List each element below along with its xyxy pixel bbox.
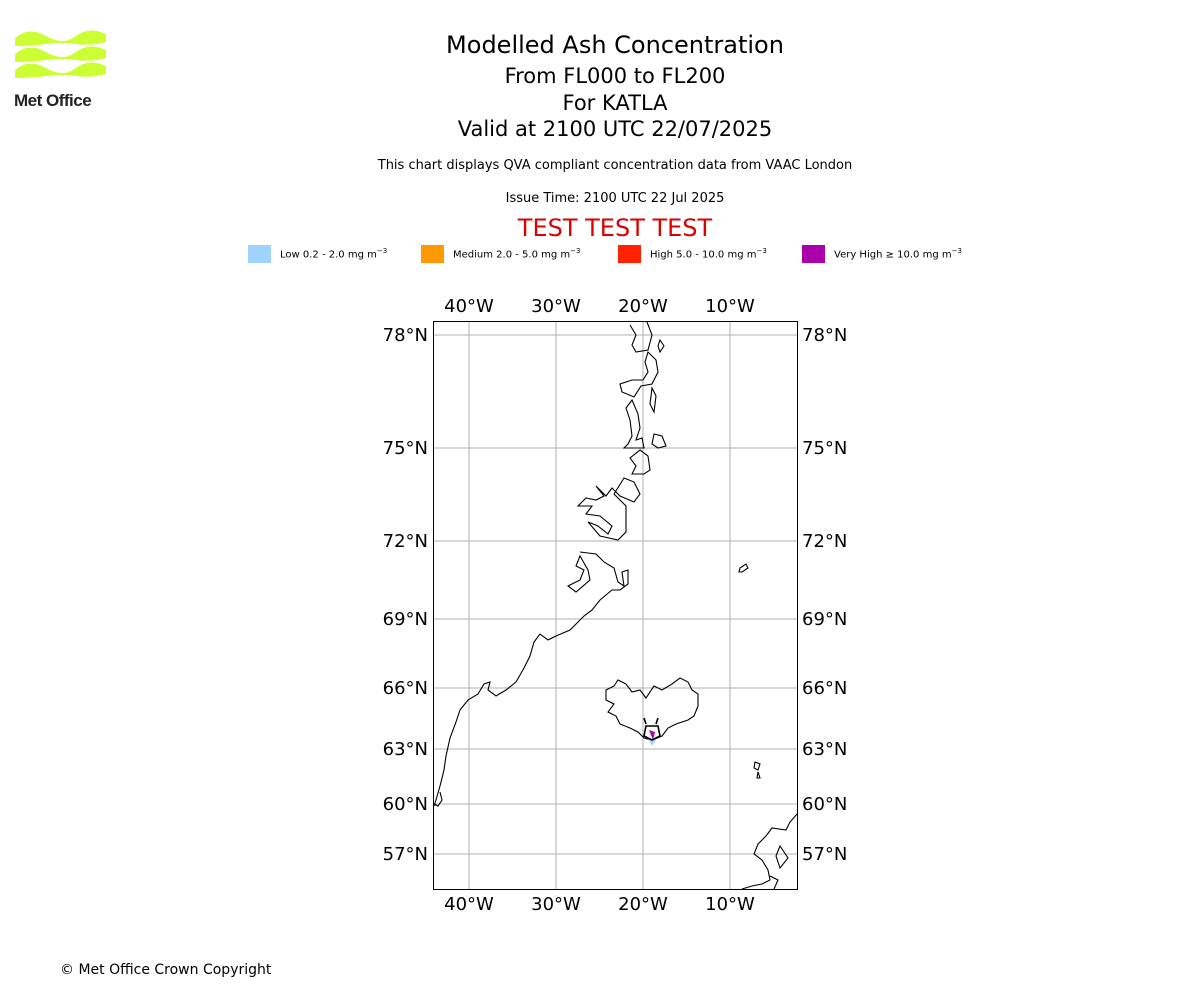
met-office-logo: Met Office (14, 28, 108, 114)
legend-item-low: Low 0.2 - 2.0 mg m−3 (248, 244, 387, 264)
lon-label-bottom-1: 30°W (531, 894, 581, 915)
iceland-coast (605, 677, 699, 741)
ash-very-high (649, 730, 655, 740)
legend-swatch-high (618, 245, 641, 263)
lat-label-left-5: 63°N (383, 739, 428, 760)
issue-time: Issue Time: 2100 UTC 22 Jul 2025 (505, 191, 725, 206)
lon-label-top-3: 10°W (705, 296, 755, 317)
legend-label-medium: Medium 2.0 - 5.0 mg m−3 (453, 247, 581, 261)
lat-label-right-0: 78°N (802, 325, 847, 346)
test-banner: TEST TEST TEST (517, 214, 713, 242)
lon-label-bottom-0: 40°W (444, 894, 494, 915)
lat-label-right-6: 60°N (802, 794, 847, 815)
legend-item-medium: Medium 2.0 - 5.0 mg m−3 (421, 244, 580, 264)
lon-label-top-1: 30°W (531, 296, 581, 317)
lon-label-bottom-2: 20°W (618, 894, 668, 915)
legend-swatch-medium (421, 245, 444, 263)
lat-label-left-3: 69°N (383, 609, 428, 630)
flight-level-range: From FL000 to FL200 (504, 64, 726, 88)
lat-label-right-4: 66°N (802, 678, 847, 699)
lat-label-left-7: 57°N (383, 844, 428, 865)
lat-label-left-1: 75°N (383, 438, 428, 459)
met-office-waves-icon (15, 30, 106, 78)
scotland-coast (741, 813, 798, 890)
latitude-labels-left: 78°N 75°N 72°N 69°N 66°N 63°N 60°N 57°N (383, 325, 428, 865)
lat-label-right-5: 63°N (802, 739, 847, 760)
lon-label-bottom-3: 10°W (705, 894, 755, 915)
lon-label-top-2: 20°W (618, 296, 668, 317)
legend-item-high: High 5.0 - 10.0 mg m−3 (618, 244, 767, 264)
chart-title: Modelled Ash Concentration (446, 31, 784, 59)
map-gridlines (434, 322, 797, 889)
greenland-coast (433, 321, 667, 807)
lat-label-left-2: 72°N (383, 531, 428, 552)
longitude-labels-bottom: 40°W 30°W 20°W 10°W (444, 894, 755, 915)
latitude-labels-right: 78°N 75°N 72°N 69°N 66°N 63°N 60°N 57°N (802, 325, 847, 865)
lat-label-left-0: 78°N (383, 325, 428, 346)
legend-item-very-high: Very High ≥ 10.0 mg m−3 (802, 244, 962, 264)
lat-label-right-3: 69°N (802, 609, 847, 630)
legend-swatch-low (248, 245, 271, 263)
logo-text: Met Office (14, 91, 92, 110)
legend-label-low: Low 0.2 - 2.0 mg m−3 (280, 247, 388, 261)
ash-low (648, 738, 656, 746)
map-frame (433, 321, 798, 890)
ash-plume (643, 717, 661, 746)
katla-cross-section (643, 717, 661, 741)
lon-label-top-0: 40°W (444, 296, 494, 317)
longitude-labels-top: 40°W 30°W 20°W 10°W (444, 296, 755, 317)
lat-label-left-4: 66°N (383, 678, 428, 699)
legend-label-high: High 5.0 - 10.0 mg m−3 (650, 247, 767, 261)
lat-label-right-1: 75°N (802, 438, 847, 459)
faroe-coast (753, 761, 761, 779)
coastlines (433, 321, 798, 890)
chart-description: This chart displays QVA compliant concen… (377, 158, 853, 173)
jan-mayen-coast (738, 563, 749, 573)
lat-label-left-6: 60°N (383, 794, 428, 815)
volcano-name: For KATLA (562, 91, 668, 115)
lat-label-right-2: 72°N (802, 531, 847, 552)
legend-label-very-high: Very High ≥ 10.0 mg m−3 (834, 247, 962, 261)
legend-swatch-very-high (802, 245, 825, 263)
valid-time: Valid at 2100 UTC 22/07/2025 (457, 117, 773, 141)
copyright-footer: © Met Office Crown Copyright (60, 962, 272, 978)
lat-label-right-7: 57°N (802, 844, 847, 865)
